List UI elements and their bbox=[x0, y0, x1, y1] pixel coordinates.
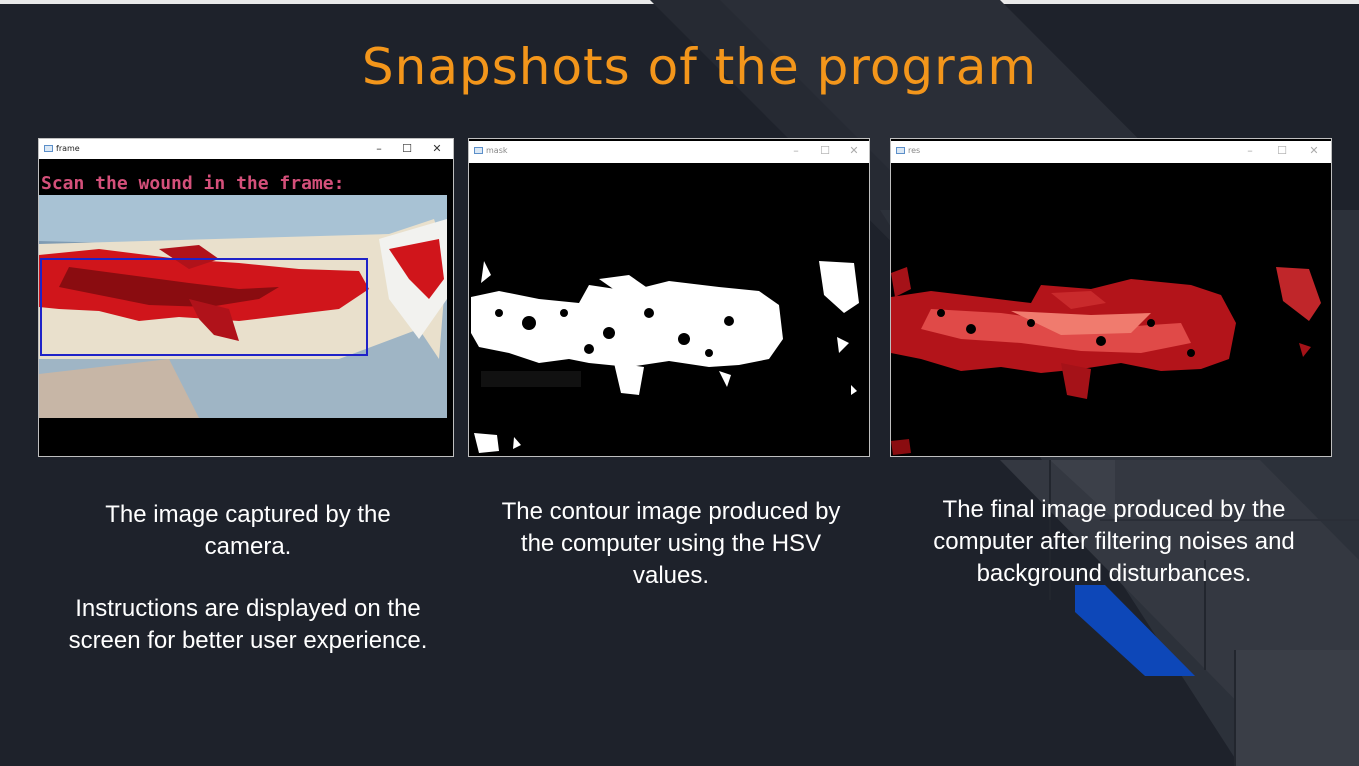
minimize-icon[interactable]: – bbox=[1247, 144, 1253, 157]
res-window-titlebar[interactable]: res – ☐ ✕ bbox=[891, 141, 1331, 163]
frame-caption-line1: The image captured by the camera. bbox=[105, 501, 391, 560]
mask-window-titlebar[interactable]: mask – ☐ ✕ bbox=[469, 141, 869, 163]
contour-mask bbox=[471, 261, 859, 453]
close-icon[interactable]: ✕ bbox=[1309, 144, 1319, 157]
res-window-title: res bbox=[908, 146, 921, 155]
scan-instruction-text: Scan the wound in the frame: bbox=[41, 173, 344, 194]
wound-detection-box bbox=[40, 258, 368, 356]
mask-window-content bbox=[469, 163, 869, 456]
mask-caption: The contour image produced by the comput… bbox=[482, 496, 860, 592]
maximize-icon[interactable]: ☐ bbox=[1277, 144, 1287, 157]
mask-window-title: mask bbox=[486, 146, 508, 155]
frame-window[interactable]: frame – ☐ ✕ Scan the wound in the frame: bbox=[38, 138, 454, 457]
window-app-icon bbox=[896, 147, 905, 154]
mask-caption-text: The contour image produced by the comput… bbox=[501, 498, 841, 589]
minimize-icon[interactable]: – bbox=[376, 142, 382, 155]
mask-window[interactable]: mask – ☐ ✕ bbox=[468, 138, 870, 457]
frame-caption: The image captured by the camera. Instru… bbox=[50, 499, 446, 657]
res-window-content bbox=[891, 163, 1331, 456]
filtered-wound-image bbox=[891, 267, 1321, 455]
frame-window-title: frame bbox=[56, 144, 80, 153]
res-caption: The final image produced by the computer… bbox=[904, 494, 1324, 590]
window-app-icon bbox=[44, 145, 53, 152]
maximize-icon[interactable]: ☐ bbox=[820, 144, 830, 157]
minimize-icon[interactable]: – bbox=[793, 144, 799, 157]
res-window[interactable]: res – ☐ ✕ bbox=[890, 138, 1332, 457]
frame-caption-line2: Instructions are displayed on the screen… bbox=[68, 595, 428, 654]
res-caption-text: The final image produced by the computer… bbox=[933, 496, 1295, 587]
slide-title: Snapshots of the program bbox=[361, 38, 1038, 96]
close-icon[interactable]: ✕ bbox=[432, 142, 442, 155]
window-app-icon bbox=[474, 147, 483, 154]
frame-window-titlebar[interactable]: frame – ☐ ✕ bbox=[39, 139, 453, 159]
maximize-icon[interactable]: ☐ bbox=[402, 142, 412, 155]
close-icon[interactable]: ✕ bbox=[849, 144, 859, 157]
frame-window-content: Scan the wound in the frame: bbox=[39, 159, 453, 456]
